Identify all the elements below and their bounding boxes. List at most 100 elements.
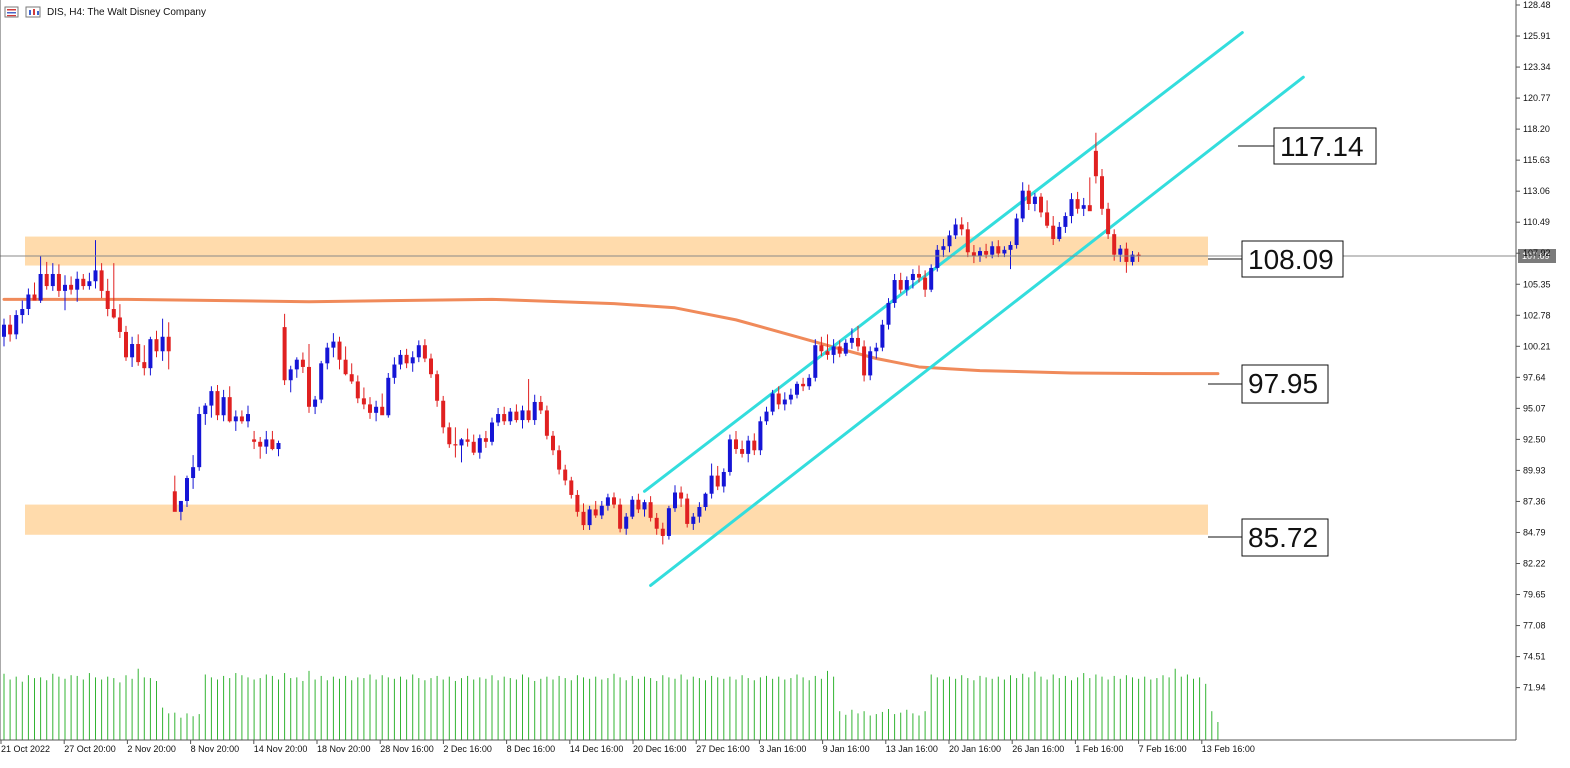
candle <box>185 475 189 508</box>
time-tick-label: 27 Dec 16:00 <box>696 744 750 754</box>
candle <box>770 389 775 416</box>
candle-body <box>538 401 543 411</box>
time-tick-label: 14 Nov 20:00 <box>254 744 308 754</box>
candle <box>758 416 763 456</box>
candle-body <box>282 327 287 381</box>
time-tick-label: 1 Feb 16:00 <box>1075 744 1123 754</box>
candle-body <box>843 342 848 354</box>
candle <box>172 475 177 512</box>
candle <box>605 493 610 511</box>
candle-body <box>459 439 464 446</box>
candle-body <box>26 294 31 310</box>
chart-window-icon[interactable] <box>25 6 41 18</box>
candle <box>1045 200 1050 229</box>
candle <box>825 334 830 360</box>
candle-body <box>770 393 775 412</box>
price-tick-label: 105.35 <box>1523 279 1551 289</box>
candle-body <box>197 414 202 468</box>
candle-body <box>563 469 568 481</box>
candle <box>782 392 787 411</box>
candle-body <box>532 401 537 421</box>
candle <box>648 496 653 522</box>
candle <box>837 340 842 358</box>
time-tick-label: 20 Dec 16:00 <box>633 744 687 754</box>
candle-body <box>130 344 135 358</box>
support-zone <box>25 504 1208 535</box>
key-level-label: 117.14 <box>1280 131 1364 162</box>
candle-body <box>1014 218 1019 246</box>
candle-body <box>825 351 830 355</box>
candle <box>319 360 324 404</box>
candle-body <box>978 251 982 256</box>
candle-body <box>795 383 799 395</box>
candle-body <box>666 508 671 536</box>
candle <box>368 397 372 419</box>
candle-body <box>258 441 263 447</box>
candle-body <box>618 504 623 529</box>
candle-body <box>959 224 964 230</box>
candle <box>636 493 641 514</box>
candle-body <box>880 324 885 348</box>
candle <box>551 430 555 456</box>
candle <box>252 430 257 450</box>
candle <box>746 435 751 463</box>
candle-body <box>239 416 244 422</box>
candle <box>630 496 635 520</box>
candle <box>727 434 732 476</box>
price-tick-label: 110.49 <box>1523 217 1550 227</box>
candle <box>1057 222 1062 242</box>
candle-body <box>819 345 824 352</box>
price-tick-label: 79.65 <box>1523 590 1546 600</box>
candle-body <box>1026 190 1031 204</box>
candle-body <box>154 339 159 352</box>
candle-body <box>453 444 458 446</box>
candle <box>709 463 714 499</box>
candle <box>288 365 293 393</box>
candle <box>258 436 263 459</box>
candle-body <box>947 235 952 247</box>
menu-list-icon[interactable] <box>4 6 19 18</box>
candle-body <box>496 414 501 423</box>
candle-body <box>612 497 616 505</box>
candle <box>935 245 940 272</box>
candle-body <box>508 411 513 422</box>
candles-layer <box>2 132 1141 545</box>
candle-body <box>99 270 104 291</box>
candle-body <box>124 331 128 358</box>
candle <box>1039 193 1043 218</box>
candle <box>227 386 232 423</box>
candle <box>788 388 793 405</box>
price-tick-label: 82.22 <box>1523 559 1546 569</box>
lower-channel-line[interactable] <box>649 75 1305 587</box>
candle <box>1051 216 1056 246</box>
candle-body <box>56 273 61 291</box>
candle <box>1106 202 1111 239</box>
candle <box>1130 251 1135 266</box>
candle-body <box>355 381 360 399</box>
candle-body <box>886 302 891 325</box>
key-level-box <box>1241 518 1329 557</box>
key-level-label: 97.95 <box>1248 368 1318 399</box>
candle-body <box>1020 190 1025 219</box>
price-tick-label: 123.34 <box>1523 62 1551 72</box>
candle-body <box>593 509 598 516</box>
candle <box>1075 191 1080 214</box>
candle <box>239 410 244 424</box>
candle <box>38 255 43 303</box>
candle-body <box>490 422 494 442</box>
candle <box>862 340 867 382</box>
time-tick-label: 21 Oct 2022 <box>1 744 50 754</box>
candle <box>44 261 49 290</box>
candle <box>8 315 13 342</box>
candle <box>569 476 574 499</box>
candle-body <box>294 359 299 370</box>
price-tick-label: 92.50 <box>1523 434 1546 444</box>
candle-body <box>1069 199 1074 217</box>
candle <box>1087 177 1092 212</box>
candle-body <box>422 345 427 359</box>
upper-channel-line[interactable] <box>643 31 1244 493</box>
candle-body <box>50 273 55 287</box>
price-tick-label: 125.91 <box>1523 31 1551 41</box>
candle <box>715 465 720 491</box>
